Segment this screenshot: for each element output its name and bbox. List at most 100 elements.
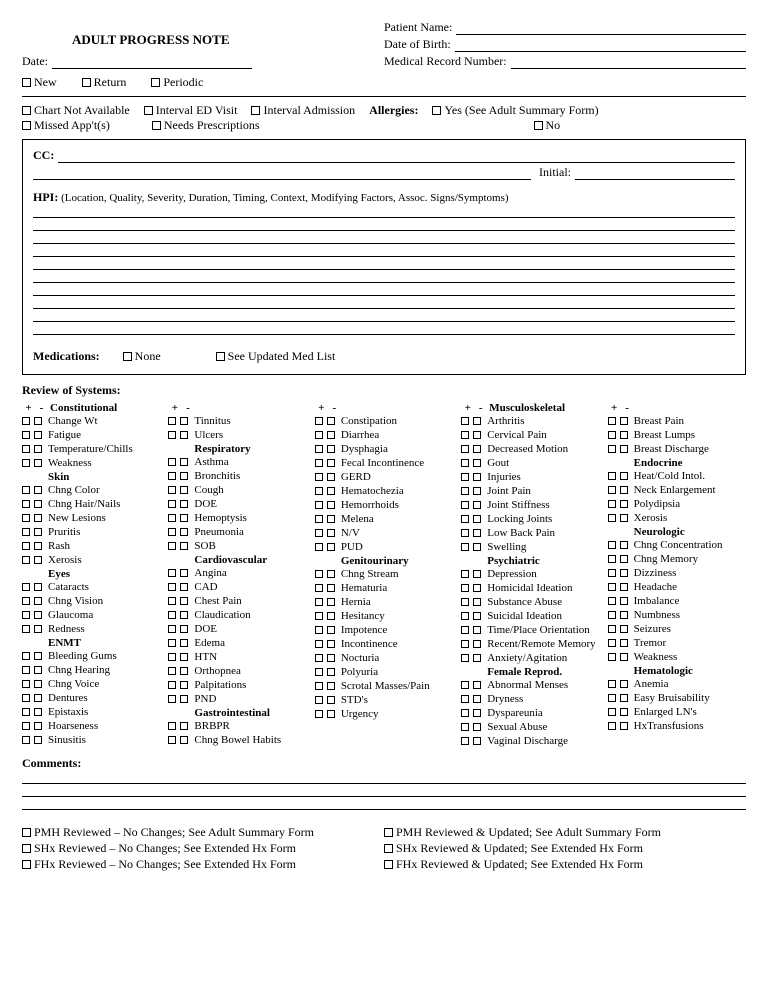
- ros-neg-checkbox[interactable]: [473, 723, 481, 731]
- ros-neg-checkbox[interactable]: [180, 569, 188, 577]
- ros-neg-checkbox[interactable]: [620, 514, 628, 522]
- ros-pos-checkbox[interactable]: [461, 695, 469, 703]
- ros-neg-checkbox[interactable]: [327, 459, 335, 467]
- ros-neg-checkbox[interactable]: [180, 472, 188, 480]
- ros-pos-checkbox[interactable]: [608, 445, 616, 453]
- ros-neg-checkbox[interactable]: [620, 653, 628, 661]
- ros-pos-checkbox[interactable]: [168, 431, 176, 439]
- ros-neg-checkbox[interactable]: [620, 472, 628, 480]
- ros-neg-checkbox[interactable]: [620, 555, 628, 563]
- ros-pos-checkbox[interactable]: [315, 584, 323, 592]
- ros-pos-checkbox[interactable]: [461, 487, 469, 495]
- ros-pos-checkbox[interactable]: [22, 486, 30, 494]
- ros-neg-checkbox[interactable]: [473, 487, 481, 495]
- ros-neg-checkbox[interactable]: [620, 611, 628, 619]
- ros-neg-checkbox[interactable]: [327, 612, 335, 620]
- ros-neg-checkbox[interactable]: [473, 695, 481, 703]
- ros-pos-checkbox[interactable]: [461, 529, 469, 537]
- ros-neg-checkbox[interactable]: [180, 667, 188, 675]
- ros-pos-checkbox[interactable]: [22, 722, 30, 730]
- ros-pos-checkbox[interactable]: [461, 431, 469, 439]
- ros-pos-checkbox[interactable]: [461, 723, 469, 731]
- ros-pos-checkbox[interactable]: [22, 459, 30, 467]
- allergies-yes-checkbox[interactable]: [432, 106, 441, 115]
- ros-neg-checkbox[interactable]: [180, 639, 188, 647]
- hpi-lines[interactable]: [33, 205, 735, 335]
- ros-pos-checkbox[interactable]: [22, 736, 30, 744]
- ros-pos-checkbox[interactable]: [168, 500, 176, 508]
- footer-checkbox[interactable]: [22, 860, 31, 869]
- ros-pos-checkbox[interactable]: [168, 417, 176, 425]
- ros-neg-checkbox[interactable]: [620, 722, 628, 730]
- ros-pos-checkbox[interactable]: [461, 570, 469, 578]
- ros-pos-checkbox[interactable]: [608, 680, 616, 688]
- ros-pos-checkbox[interactable]: [22, 597, 30, 605]
- ros-pos-checkbox[interactable]: [608, 555, 616, 563]
- ros-pos-checkbox[interactable]: [315, 654, 323, 662]
- ros-neg-checkbox[interactable]: [620, 486, 628, 494]
- ros-pos-checkbox[interactable]: [608, 500, 616, 508]
- mrn-input[interactable]: [511, 57, 746, 69]
- ros-pos-checkbox[interactable]: [315, 570, 323, 578]
- ros-pos-checkbox[interactable]: [608, 611, 616, 619]
- footer-checkbox[interactable]: [384, 844, 393, 853]
- ros-pos-checkbox[interactable]: [461, 515, 469, 523]
- ros-pos-checkbox[interactable]: [608, 694, 616, 702]
- ros-neg-checkbox[interactable]: [180, 486, 188, 494]
- ros-neg-checkbox[interactable]: [473, 654, 481, 662]
- ros-pos-checkbox[interactable]: [22, 500, 30, 508]
- ros-neg-checkbox[interactable]: [34, 431, 42, 439]
- ros-pos-checkbox[interactable]: [315, 431, 323, 439]
- footer-checkbox[interactable]: [384, 828, 393, 837]
- ros-pos-checkbox[interactable]: [608, 597, 616, 605]
- ros-pos-checkbox[interactable]: [315, 682, 323, 690]
- ros-pos-checkbox[interactable]: [168, 625, 176, 633]
- ros-neg-checkbox[interactable]: [327, 501, 335, 509]
- ros-pos-checkbox[interactable]: [168, 583, 176, 591]
- ros-neg-checkbox[interactable]: [180, 653, 188, 661]
- ros-pos-checkbox[interactable]: [315, 445, 323, 453]
- ros-pos-checkbox[interactable]: [461, 473, 469, 481]
- ros-neg-checkbox[interactable]: [180, 458, 188, 466]
- ros-neg-checkbox[interactable]: [327, 417, 335, 425]
- ros-pos-checkbox[interactable]: [608, 583, 616, 591]
- footer-checkbox[interactable]: [22, 844, 31, 853]
- ros-pos-checkbox[interactable]: [608, 486, 616, 494]
- ros-pos-checkbox[interactable]: [22, 694, 30, 702]
- ros-neg-checkbox[interactable]: [34, 625, 42, 633]
- ros-neg-checkbox[interactable]: [473, 459, 481, 467]
- comments-line[interactable]: [22, 771, 746, 784]
- new-checkbox[interactable]: [22, 78, 31, 87]
- ros-neg-checkbox[interactable]: [180, 500, 188, 508]
- ros-neg-checkbox[interactable]: [34, 694, 42, 702]
- ros-pos-checkbox[interactable]: [168, 722, 176, 730]
- ros-pos-checkbox[interactable]: [608, 431, 616, 439]
- ros-pos-checkbox[interactable]: [608, 639, 616, 647]
- ros-pos-checkbox[interactable]: [315, 710, 323, 718]
- ros-pos-checkbox[interactable]: [608, 514, 616, 522]
- ros-neg-checkbox[interactable]: [34, 708, 42, 716]
- ros-neg-checkbox[interactable]: [180, 431, 188, 439]
- ros-neg-checkbox[interactable]: [473, 681, 481, 689]
- ros-pos-checkbox[interactable]: [168, 611, 176, 619]
- ros-neg-checkbox[interactable]: [327, 487, 335, 495]
- ros-pos-checkbox[interactable]: [168, 639, 176, 647]
- meds-updated-checkbox[interactable]: [216, 352, 225, 361]
- ros-pos-checkbox[interactable]: [22, 611, 30, 619]
- ros-pos-checkbox[interactable]: [22, 708, 30, 716]
- ros-neg-checkbox[interactable]: [473, 529, 481, 537]
- ros-neg-checkbox[interactable]: [473, 737, 481, 745]
- ros-pos-checkbox[interactable]: [22, 680, 30, 688]
- ros-neg-checkbox[interactable]: [473, 640, 481, 648]
- ros-neg-checkbox[interactable]: [620, 500, 628, 508]
- ros-neg-checkbox[interactable]: [620, 583, 628, 591]
- ros-neg-checkbox[interactable]: [34, 459, 42, 467]
- ros-neg-checkbox[interactable]: [327, 515, 335, 523]
- ros-neg-checkbox[interactable]: [34, 597, 42, 605]
- ros-pos-checkbox[interactable]: [461, 681, 469, 689]
- ros-neg-checkbox[interactable]: [327, 473, 335, 481]
- ros-pos-checkbox[interactable]: [168, 597, 176, 605]
- ros-pos-checkbox[interactable]: [168, 667, 176, 675]
- ros-neg-checkbox[interactable]: [180, 542, 188, 550]
- ros-neg-checkbox[interactable]: [620, 708, 628, 716]
